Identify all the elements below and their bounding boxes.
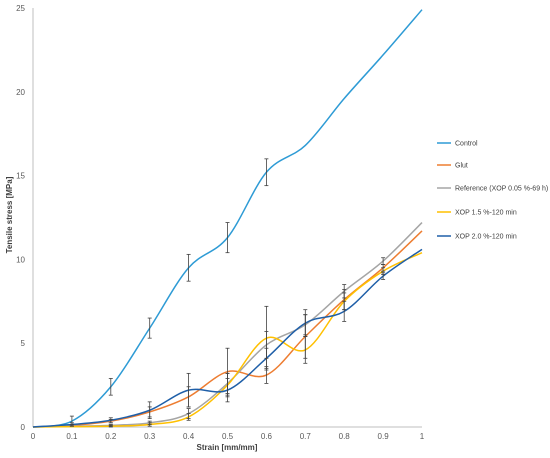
x-tick-label: 0.2 <box>105 432 117 441</box>
error-bar <box>303 309 308 337</box>
error-bar <box>186 372 191 408</box>
error-bar <box>147 401 152 420</box>
error-bar <box>147 422 152 427</box>
x-tick-label: 0.9 <box>378 432 390 441</box>
x-tick-label: 0.3 <box>144 432 156 441</box>
y-tick-label: 20 <box>16 88 25 97</box>
y-tick-label: 25 <box>16 4 25 13</box>
x-axis-title: Strain [mm/mm] <box>197 443 258 452</box>
y-tick-label: 10 <box>16 255 25 264</box>
y-tick-label: 0 <box>21 423 26 432</box>
x-tick-label: 1 <box>420 432 425 441</box>
legend-item: Glut <box>437 163 468 170</box>
error-bar <box>381 257 386 265</box>
error-bar <box>342 300 347 322</box>
error-bar <box>264 158 269 187</box>
x-tick-label: 0.1 <box>66 432 78 441</box>
legend-label: Control <box>455 141 478 148</box>
y-tick-label: 15 <box>16 172 25 181</box>
legend-label: Reference (XOP 0.05 %-69 h) <box>455 186 548 193</box>
error-bar <box>108 417 113 424</box>
x-tick-label: 0.6 <box>261 432 273 441</box>
legend-item: Control <box>437 141 478 148</box>
y-axis-ticks: 0 5 10 15 20 25 <box>16 4 25 432</box>
error-bar <box>225 377 230 403</box>
error-bar <box>225 222 230 254</box>
x-tick-label: 0.7 <box>300 432 312 441</box>
legend-label: XOP 1.5 %-120 min <box>455 210 517 217</box>
error-bar <box>186 413 191 421</box>
x-tick-label: 0.4 <box>183 432 195 441</box>
error-bar <box>186 253 191 282</box>
error-bar <box>69 422 74 427</box>
error-bars-layer <box>69 158 386 428</box>
error-bar <box>147 317 152 339</box>
x-tick-label: 0.8 <box>339 432 351 441</box>
legend-item: XOP 1.5 %-120 min <box>437 210 517 217</box>
error-bar <box>381 272 386 280</box>
error-bar <box>108 424 113 428</box>
legend-item: XOP 2.0 %-120 min <box>437 234 517 241</box>
x-tick-label: 0.5 <box>222 432 234 441</box>
legend-label: XOP 2.0 %-120 min <box>455 234 517 241</box>
error-bar <box>108 377 113 396</box>
legend: Control Glut Reference (XOP 0.05 %-69 h) XO… <box>437 141 548 241</box>
y-tick-label: 5 <box>21 339 26 348</box>
legend-label: Glut <box>455 163 468 170</box>
error-bar <box>264 347 269 369</box>
x-axis-ticks: 0 0.1 0.2 0.3 0.4 0.5 0.6 0.7 0.8 0.9 1 <box>31 432 425 441</box>
x-tick-label: 0 <box>31 432 36 441</box>
legend-item: Reference (XOP 0.05 %-69 h) <box>437 186 548 193</box>
y-axis-title: Tensile stress [MPa] <box>5 176 14 253</box>
